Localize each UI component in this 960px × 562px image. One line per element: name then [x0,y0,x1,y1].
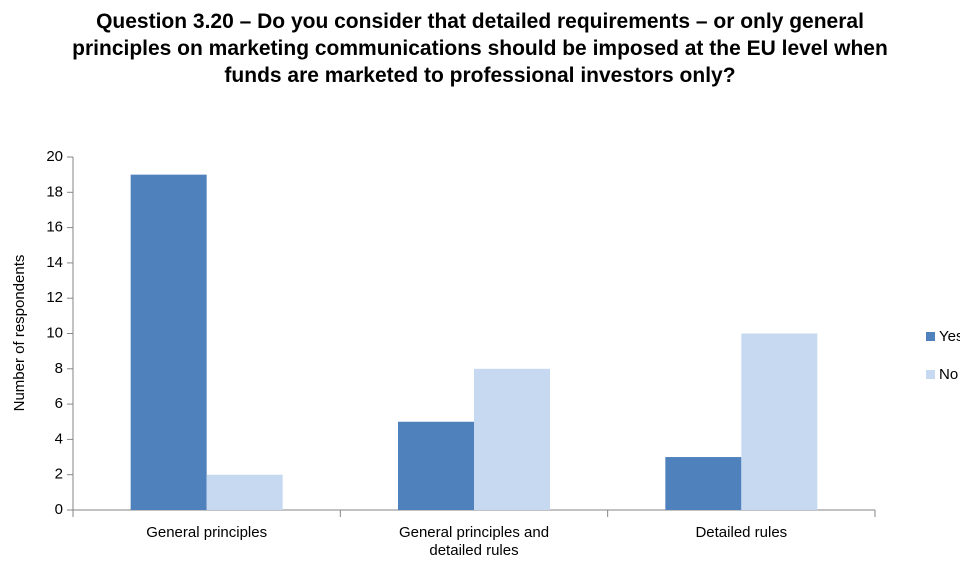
y-tick-label: 16 [46,219,63,236]
bar [741,333,818,510]
y-tick-label: 18 [46,183,63,200]
bar [665,457,742,510]
y-tick-label: 6 [55,395,63,412]
bar [130,174,207,510]
y-tick-label: 8 [55,360,63,377]
y-tick-label: 4 [55,430,63,447]
legend-swatch [926,332,935,341]
legend-swatch [926,370,935,379]
x-tick-label: General principles and detailed rules [398,524,550,559]
y-axis-label: Number of respondents [11,255,28,412]
x-tick-label: General principles [146,524,268,541]
y-tick-label: 12 [46,289,63,306]
y-tick-label: 0 [55,501,63,518]
y-tick-label: 10 [46,324,63,341]
chart-title: Question 3.20 – Do you consider that det… [72,10,888,87]
bar [206,474,283,510]
y-tick-label: 2 [55,466,63,483]
y-tick-label: 20 [46,148,63,165]
bar [398,421,474,510]
legend-label: Yes [939,328,960,345]
y-tick-label: 14 [46,254,63,271]
x-tick-label: Detailed rules [695,524,788,541]
bar [474,368,550,510]
legend-label: No [939,366,958,383]
